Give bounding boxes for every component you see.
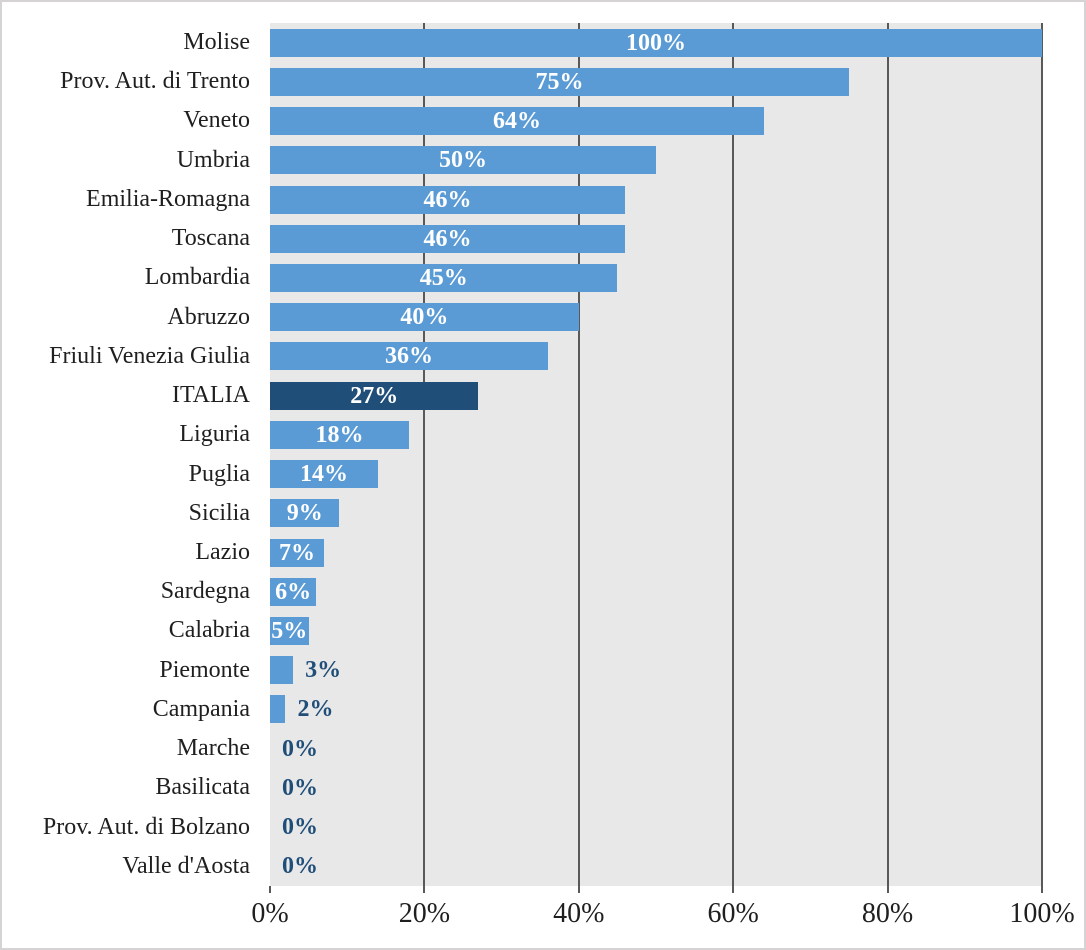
bar-value-label: 2%: [297, 696, 334, 723]
gridline: [577, 23, 580, 886]
bar-value-label: 100%: [626, 29, 686, 56]
bar: [270, 342, 548, 371]
category-label: Prov. Aut. di Trento: [60, 68, 250, 95]
category-label: Sicilia: [188, 499, 250, 526]
x-tick-label: 100%: [1009, 898, 1075, 929]
category-label: Campania: [152, 695, 250, 722]
category-label: Veneto: [183, 107, 250, 134]
bar-value-label: 0%: [282, 735, 318, 762]
bar-value-label: 75%: [535, 68, 584, 95]
bar-value-label: 50%: [439, 147, 487, 174]
bar-value-label: 45%: [419, 264, 468, 291]
axis-tick: [886, 886, 889, 893]
category-label: Abruzzo: [167, 303, 250, 330]
category-label: Molise: [183, 29, 250, 55]
bar: [270, 185, 626, 214]
bar: [270, 656, 294, 685]
category-label: ITALIA: [171, 382, 250, 409]
axis-tick: [269, 886, 271, 893]
category-label: Piemonte: [159, 656, 250, 683]
gridline: [886, 23, 889, 886]
bar: [270, 499, 340, 528]
bar-value-label: 46%: [423, 225, 472, 252]
category-label: Friuli Venezia Giulia: [49, 342, 250, 369]
bar-value-label: 5%: [271, 618, 308, 645]
bar: [270, 224, 626, 253]
bar-value-label: 9%: [286, 500, 323, 527]
bar: [270, 381, 479, 410]
bar-value-label: 14%: [300, 461, 349, 488]
category-label: Lazio: [195, 538, 250, 565]
bar: [270, 460, 379, 489]
gridline: [423, 23, 426, 886]
bar: [270, 617, 309, 646]
axis-tick: [732, 886, 735, 893]
bar: [270, 420, 409, 449]
category-label: Calabria: [168, 617, 250, 644]
bar: [270, 28, 1042, 57]
category-label: Emilia-Romagna: [86, 185, 250, 212]
category-label: Sardegna: [160, 578, 250, 605]
x-tick-label: 40%: [553, 898, 605, 929]
plot-area: 100% 75% 64% 50% 46% 46% 45% 40% 36% 27% 18% 14% 9% 7…: [270, 23, 1043, 886]
category-label: Puglia: [188, 460, 250, 487]
category-label: Basilicata: [155, 774, 250, 801]
bar: [270, 146, 656, 175]
axis-tick: [1041, 886, 1043, 893]
bar: [270, 67, 849, 96]
bar-value-label: 36%: [384, 343, 433, 370]
category-label: Prov. Aut. di Bolzano: [42, 813, 250, 840]
axis-tick: [577, 886, 580, 893]
category-label: Lombardia: [144, 264, 250, 291]
bar: [270, 263, 618, 292]
bar-value-label: 0%: [282, 814, 318, 841]
bar-value-label: 27%: [350, 382, 399, 409]
bar: [270, 107, 765, 136]
bar-value-label: 3%: [305, 657, 342, 684]
category-label: Liguria: [179, 421, 250, 448]
category-label: Toscana: [171, 225, 250, 252]
category-label: Umbria: [176, 146, 250, 173]
bar: [270, 577, 317, 606]
bar-value-label: 7%: [279, 539, 316, 566]
gridline: [732, 23, 735, 886]
bar-value-label: 18%: [315, 421, 364, 448]
category-label: Valle d'Aosta: [122, 852, 250, 879]
bar-value-label: 0%: [282, 853, 318, 880]
bar-value-label: 6%: [275, 578, 312, 605]
x-tick-label: 20%: [398, 898, 451, 929]
axis-tick: [423, 886, 426, 893]
gridline: [1041, 23, 1043, 886]
x-tick-label: 80%: [861, 898, 914, 929]
bar: [270, 538, 325, 567]
bar-value-label: 46%: [423, 186, 472, 213]
bar: [270, 695, 286, 724]
x-tick-label: 60%: [707, 898, 759, 929]
bar-value-label: 0%: [282, 774, 318, 801]
category-label: Marche: [176, 735, 250, 762]
x-tick-label: 0%: [251, 898, 289, 929]
bar: [270, 303, 579, 332]
bar-value-label: 40%: [400, 304, 449, 331]
bar-value-label: 64%: [493, 108, 542, 135]
